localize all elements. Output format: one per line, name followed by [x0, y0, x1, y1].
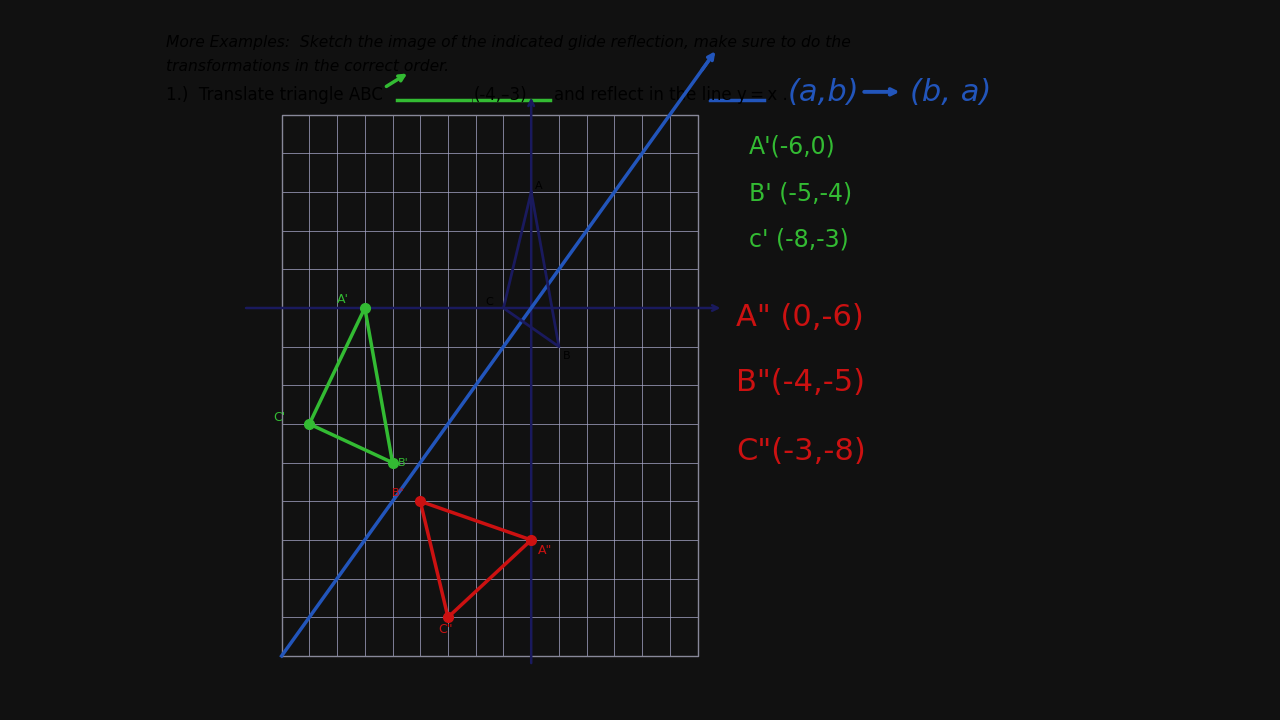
Text: B' (-5,-4): B' (-5,-4): [749, 181, 852, 205]
Text: B"(-4,-5): B"(-4,-5): [736, 368, 865, 397]
Text: C": C": [438, 624, 452, 636]
Text: (-4,–3): (-4,–3): [474, 86, 527, 104]
Text: transformations in the correct order.: transformations in the correct order.: [166, 59, 449, 74]
Text: B: B: [563, 351, 571, 361]
Text: (a,b): (a,b): [787, 78, 859, 107]
Text: and reflect in the line y = x .: and reflect in the line y = x .: [554, 86, 788, 104]
Text: A'(-6,0): A'(-6,0): [749, 135, 836, 158]
Text: More Examples:  Sketch the image of the indicated glide reflection, make sure to: More Examples: Sketch the image of the i…: [166, 35, 851, 50]
Text: (b, a): (b, a): [910, 78, 992, 107]
Text: B': B': [398, 458, 408, 467]
Text: C: C: [485, 297, 493, 307]
Text: C"(-3,-8): C"(-3,-8): [736, 438, 865, 467]
Text: 1.)  Translate triangle ABC: 1.) Translate triangle ABC: [166, 86, 383, 104]
Text: A': A': [337, 293, 348, 306]
Text: B": B": [392, 488, 404, 498]
Text: A" (0,-6): A" (0,-6): [736, 303, 864, 333]
Text: A: A: [535, 181, 543, 191]
Text: A": A": [538, 544, 552, 557]
Text: C': C': [274, 411, 285, 424]
Text: c' (-8,-3): c' (-8,-3): [749, 228, 849, 252]
